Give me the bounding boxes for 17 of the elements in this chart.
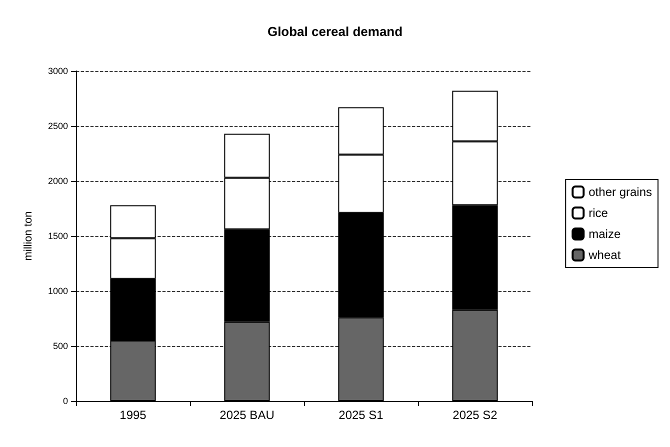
y-tick-label: 3000 <box>48 66 68 76</box>
y-tick-label: 1500 <box>48 231 68 241</box>
legend-label: other grains <box>588 185 652 199</box>
y-tick-label: 500 <box>52 341 68 351</box>
y-tick-label: 1000 <box>48 286 68 296</box>
legend-label: maize <box>588 227 621 241</box>
legend-label: rice <box>588 206 608 220</box>
y-tick-label: 2000 <box>48 176 68 186</box>
legend-label: wheat <box>588 248 622 262</box>
x-tick-label: 2025 S2 <box>452 408 498 422</box>
y-tick-label: 0 <box>62 396 68 406</box>
y-axis-title: million ton <box>22 211 34 261</box>
chart-title: Global cereal demand <box>267 24 403 39</box>
x-tick-label: 1995 <box>120 408 147 422</box>
y-tick-label: 2500 <box>48 121 68 131</box>
x-tick-label: 2025 S1 <box>338 408 384 422</box>
x-tick-label: 2025 BAU <box>220 408 274 422</box>
